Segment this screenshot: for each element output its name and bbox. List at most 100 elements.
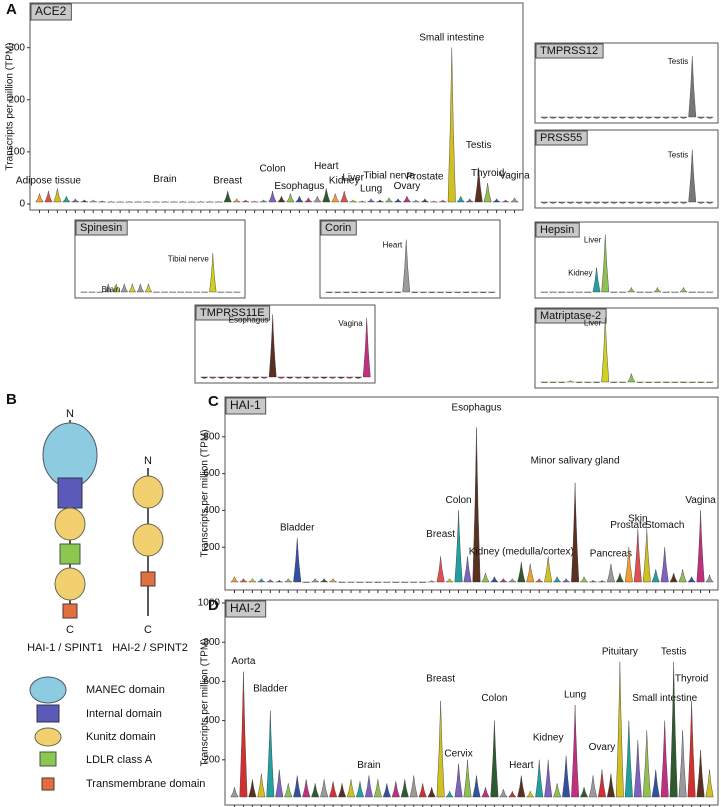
violin [230,787,239,798]
violin [200,376,209,379]
y-tick-label: 300 [8,42,25,53]
violin [365,581,373,583]
violin [412,199,420,203]
category-label: Ovary [394,181,421,192]
violin [391,781,400,798]
violin [627,373,636,383]
violin [499,577,508,583]
violin [169,291,177,293]
category-label: Brain [102,285,121,294]
chart: TMPRSS12 Testis [534,42,719,124]
violin [445,291,453,294]
violin [373,779,382,798]
panel-label: B [6,391,17,408]
violin [508,577,517,583]
category-label: Thyroid [471,168,504,179]
violin [470,291,479,294]
violin [358,200,366,203]
violin [696,510,705,583]
violin [679,116,688,119]
violin [474,167,483,203]
violin [575,291,583,293]
category-label: Vagina [685,495,716,506]
violin [239,671,248,798]
violin [660,720,669,798]
violin [697,381,705,384]
y-axis-label: Transcripts per million (TPM) [200,430,211,558]
violin [688,291,696,293]
violin [293,775,302,798]
violin [510,197,519,203]
category-label: Heart [509,760,534,771]
violin [53,188,62,203]
violin [225,376,235,379]
violin [285,376,295,379]
category-label: Esophagus [451,403,501,414]
violin [257,773,266,798]
y-tick-label: 600 [203,676,220,687]
terminal: C [66,624,74,636]
category-label: Colon [481,693,507,704]
violin [624,720,633,798]
violin [669,661,678,798]
violin [517,561,526,583]
violin [696,749,705,798]
violin [196,201,205,203]
violin [304,197,313,203]
violin [549,381,557,384]
chart-frame [74,219,246,299]
violin [302,376,312,379]
violin [311,376,320,379]
legend-label: MANEC domain [86,684,165,696]
violin [230,575,239,583]
violin [193,291,201,293]
violin [705,116,714,119]
category-label: Minor salivary gland [531,455,620,466]
category-label: Kidney [568,269,592,278]
kunitz-domain [54,567,86,601]
violin [549,291,557,293]
violin [627,201,636,204]
category-label: Kidney [533,732,564,743]
violin [453,291,462,294]
violin [499,789,508,798]
ldlr-domain [59,543,81,565]
violin [653,381,662,384]
violin [609,201,619,204]
violin [217,291,225,293]
violin [526,563,535,583]
violin [234,376,243,379]
violin [376,291,385,294]
category-label: Kidney (medulla/cortex) [469,547,574,558]
violin [636,381,644,384]
y-tick-label: 0 [19,199,25,210]
violin [557,116,567,119]
violin [393,291,402,294]
violin [430,200,438,203]
violin [80,291,88,293]
chart-frame [194,304,376,384]
chart: HAI-2 200 400 600 800 1000 Transcripts per mil… [198,598,719,807]
category-label: Testis [466,140,492,151]
violin [540,381,549,384]
violin [364,775,373,798]
chart-frame [534,129,719,209]
violin [588,775,598,798]
violin [697,291,705,293]
legend-label: Transmembrane domain [86,778,205,790]
legend-icon [34,727,62,747]
violin [418,581,427,583]
violin [687,700,696,798]
chart-frame [534,221,719,299]
violin [525,790,535,798]
violin [411,291,419,294]
violin [589,579,597,583]
violin [574,116,584,119]
chart-frame [534,307,719,389]
violin [679,201,688,204]
violin [705,574,714,583]
violin [294,376,303,379]
legend-label: Kunitz domain [86,731,156,743]
